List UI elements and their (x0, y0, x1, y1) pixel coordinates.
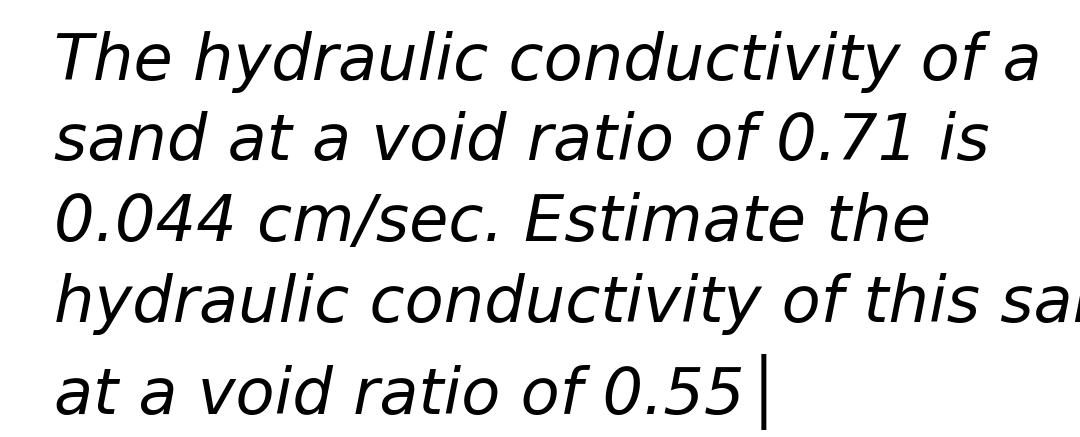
Text: at a void ratio of 0.55│: at a void ratio of 0.55│ (54, 354, 783, 430)
Text: sand at a void ratio of 0.71 is: sand at a void ratio of 0.71 is (54, 111, 989, 173)
Text: hydraulic conductivity of this sand: hydraulic conductivity of this sand (54, 273, 1080, 335)
Text: The hydraulic conductivity of a: The hydraulic conductivity of a (54, 31, 1041, 93)
Text: 0.044 cm/sec. Estimate the: 0.044 cm/sec. Estimate the (54, 192, 931, 254)
